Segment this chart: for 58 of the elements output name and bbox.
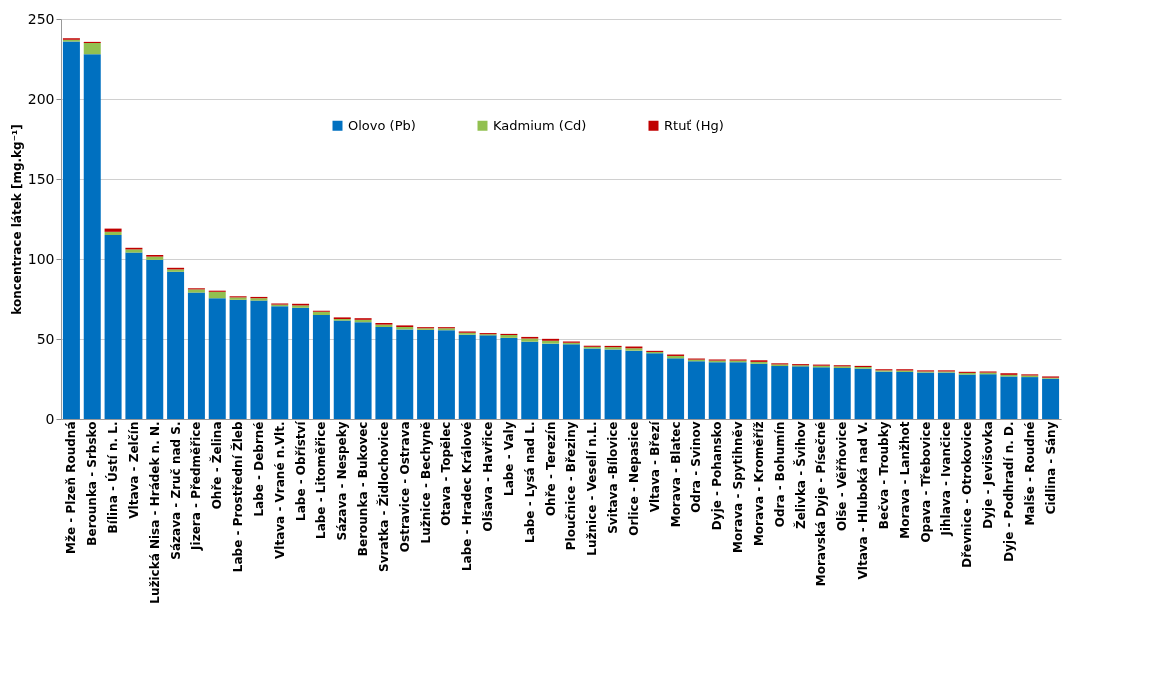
x-tick-label: Sázava - Zruč nad S.	[168, 421, 183, 560]
x-tick-label: Labe - Prostřední Žleb	[230, 421, 246, 573]
y-tick-label: 50	[36, 330, 55, 347]
x-tick-label: Morava - Blatec	[668, 421, 683, 528]
x-tick-label: Bílina - Ústí n. L.	[105, 421, 121, 534]
x-tick-label: Dyje - Jevišovka	[981, 421, 996, 529]
x-tick-label: Vltava - Březí	[647, 420, 662, 513]
legend-label: Olovo (Pb)	[348, 117, 416, 133]
x-tick-label: Ohře - Terezín	[543, 421, 558, 517]
y-tick-label: 250	[27, 10, 55, 27]
x-tick-label: Labe - Litoměřice	[314, 421, 329, 539]
y-tick-label: 200	[27, 90, 55, 107]
x-tick-label: Jizera - Předměřice	[189, 421, 204, 551]
x-tick-label: Vltava - Zelčín	[126, 421, 141, 519]
x-tick-label: Olše - Věřňovice	[835, 421, 850, 532]
y-axis-title: koncentrace látek [mg.kg⁻¹]	[9, 124, 24, 315]
x-tick-label: Moravská Dyje - Písečné	[814, 421, 829, 587]
x-tick-label: Berounka - Srbsko	[85, 421, 100, 546]
x-tick-label: Dřevnice - Otrokovice	[960, 421, 975, 568]
x-tick-label: Lužnice - Bechyně	[418, 421, 433, 544]
y-tick-label: 150	[27, 170, 55, 187]
x-tick-label: Morava - Lanžhot	[897, 421, 912, 539]
x-tick-label: Želivka - Švihov	[792, 421, 808, 529]
x-tick-label: Olšava - Havřice	[481, 421, 496, 532]
x-tick-label: Lužnice - Veselí n.L.	[585, 421, 600, 556]
x-tick-label: Bečva - Troubky	[876, 421, 891, 530]
x-tick-label: Svratka - Židlochovice	[375, 421, 391, 572]
x-tick-label: Labe - Obříství	[293, 420, 308, 521]
x-tick-label: Lužická Nisa - Hrádek n. N.	[147, 421, 162, 604]
x-tick-label: Odra - Svinov	[689, 421, 704, 513]
x-tick-label: Cidlina - Sány	[1043, 421, 1058, 515]
x-tick-label: Labe - Debrné	[251, 421, 266, 517]
x-tick-label: Labe - Lysá nad L.	[522, 421, 537, 543]
x-tick-label: Mže - Plzeň Roudná	[64, 421, 79, 554]
x-tick-label: Morava - Spytihněv	[731, 421, 746, 553]
x-tick-label: Otava - Topělec	[439, 421, 454, 526]
x-tick-label: Berounka - Bukovec	[356, 421, 371, 557]
x-tick-label: Dyje - Pohansko	[710, 421, 725, 531]
x-tick-label: Vltava - Vrané n.Vlt.	[272, 421, 287, 559]
x-tick-label: Jihlava - Ivančice	[939, 421, 954, 537]
legend-label: Rtuť (Hg)	[664, 117, 724, 133]
x-tick-label: Vltava - Hluboká nad V.	[856, 421, 871, 580]
x-tick-label: Labe - Hradec Králové	[460, 421, 475, 572]
y-tick-label: 0	[45, 410, 55, 427]
x-tick-label: Orlice - Nepasice	[626, 421, 641, 536]
x-tick-label: Ostravice - Ostrava	[397, 421, 412, 553]
x-tick-label: Ploučnice - Březiny	[564, 421, 579, 551]
x-tick-label: Opava - Třebovice	[918, 421, 933, 543]
x-tick-label: Dyje - Podhradí n. D.	[1001, 421, 1016, 562]
x-tick-label: Odra - Bohumín	[772, 421, 787, 528]
x-tick-label: Labe - Valy	[501, 421, 516, 496]
x-tick-label: Ohře - Želina	[209, 421, 225, 510]
x-tick-label: Svitava -Bílovice	[606, 421, 621, 534]
legend-label: Kadmium (Cd)	[493, 117, 587, 133]
x-tick-label: Sázava - Nespeky	[335, 421, 350, 541]
y-tick-label: 100	[27, 250, 55, 267]
x-tick-label: Morava - Kroměříž	[751, 421, 766, 547]
x-tick-label: Malše - Roudné	[1022, 421, 1037, 526]
